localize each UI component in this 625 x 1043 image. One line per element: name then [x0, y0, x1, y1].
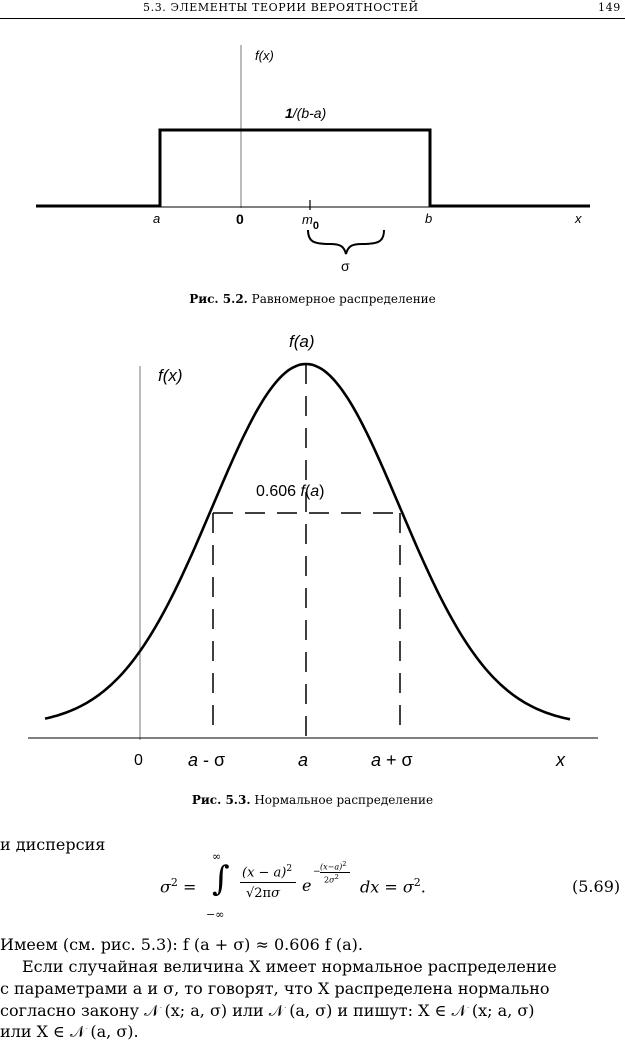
equation-5-69: σ2 = ∞ ∫ −∞ (x − a)2 √2πσ e − (x−a)2 2σ2…: [160, 850, 426, 921]
paragraph-line-1: Если случайная величина X имеет нормальн…: [22, 957, 557, 976]
figure-normal-caption: Рис. 5.3. Нормальное распределение: [191, 793, 434, 807]
figure-normal: f(a) f(x) 0.606 f(a) 0 a - σ a a + σ x: [0, 328, 625, 788]
a-label: a: [298, 750, 309, 770]
m0-label: m0: [302, 212, 319, 232]
density-line: [36, 128, 590, 208]
paragraph-line-4: или X ∈ 𝒩 (a, σ).: [0, 1022, 139, 1041]
fa-label: f(a): [289, 332, 315, 351]
page-header: 5.3. ЭЛЕМЕНТЫ ТЕОРИИ ВЕРОЯТНОСТЕЙ 149: [0, 0, 625, 20]
running-title: 5.3. ЭЛЕМЕНТЫ ТЕОРИИ ВЕРОЯТНОСТЕЙ: [143, 1, 419, 14]
normal-plot: [28, 362, 598, 740]
paragraph-line-3: согласно закону 𝒩 (x; a, σ) или 𝒩 (a, σ)…: [0, 1001, 535, 1020]
page-number: 149: [598, 1, 621, 14]
paragraph-line-2: с параметрами a и σ, то говорят, что X р…: [0, 979, 550, 998]
fx-label: f(x): [158, 366, 183, 385]
a-plus-sigma-label: a + σ: [371, 750, 413, 770]
b-label: b: [425, 211, 433, 226]
zero-label: 0: [236, 211, 244, 227]
height-label: 1/(b-a): [285, 105, 327, 121]
a-minus-sigma-label: a - σ: [188, 750, 226, 770]
figure-uniform: f(x) 1/(b-a) a 0 m0 b x σ: [0, 30, 625, 290]
sigma-brace: [307, 229, 385, 255]
zero-label: 0: [134, 752, 143, 769]
text-line-1: Имеем (см. рис. 5.3): f (a + σ) ≈ 0.606 …: [0, 935, 364, 954]
x-label: x: [575, 211, 582, 226]
x-label: x: [556, 750, 565, 770]
level-label: 0.606 f(a): [256, 483, 325, 500]
equation-number: (5.69): [572, 877, 621, 896]
figure-uniform-caption: Рис. 5.2. Равномерное распределение: [189, 292, 436, 306]
a-label: a: [153, 211, 161, 226]
uniform-plot: [36, 45, 590, 255]
header-rule: [0, 18, 625, 19]
density-curve: [44, 362, 571, 721]
fx-label: f(x): [255, 48, 274, 63]
sigma-label: σ: [341, 258, 350, 274]
intro-text: и дисперсия: [0, 835, 106, 854]
